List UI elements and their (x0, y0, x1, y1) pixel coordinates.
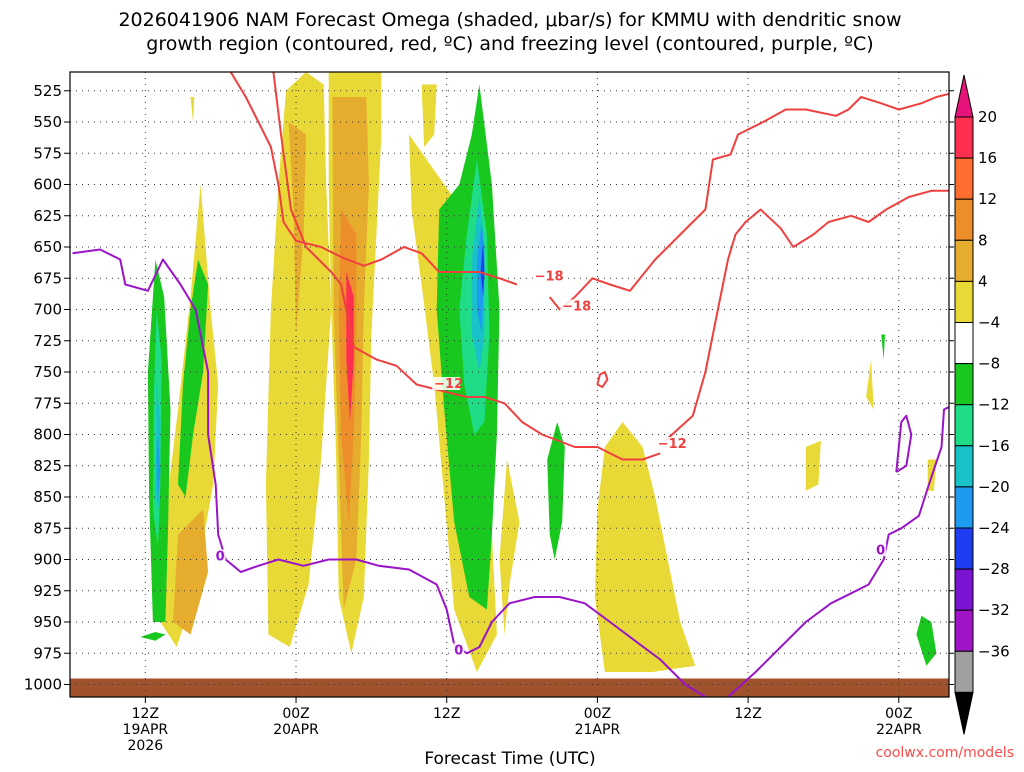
y-tick-label: 775 (33, 394, 62, 412)
y-tick-label: 700 (33, 301, 62, 319)
y-tick-label: 525 (33, 82, 62, 100)
dgz-contour-2-label: −12 (434, 377, 463, 392)
colorbar-label: 4 (978, 272, 988, 290)
colorbar-label: −16 (978, 437, 1010, 455)
colorbar-swatch (955, 569, 973, 610)
y-tick-label: 825 (33, 457, 62, 475)
omega-region-22 (916, 616, 936, 666)
colorbar-bottom-arrow (955, 692, 973, 734)
colorbar: 20 16 12 8 4 −4 −8 −12 −16 −20 −24 −28 −32 −36 (955, 75, 1010, 734)
freezing-contour-3 (896, 416, 911, 472)
y-tick-label: 650 (33, 238, 62, 256)
x-tick-label: 00Z (282, 706, 309, 722)
colorbar-label: 16 (978, 149, 997, 167)
colorbar-label: −24 (978, 519, 1010, 537)
y-tick-label: 975 (33, 644, 62, 662)
y-tick-label: 625 (33, 207, 62, 225)
colorbar-label: −36 (978, 642, 1010, 660)
omega-region-8 (866, 360, 874, 410)
x-tick-label: 00Z (584, 706, 611, 722)
colorbar-swatch (955, 323, 973, 364)
colorbar-swatch (955, 610, 973, 651)
y-tick-label: 550 (33, 113, 62, 131)
colorbar-top-arrow (955, 75, 973, 117)
colorbar-swatch (955, 364, 973, 405)
dgz-contour-0-label: −18 (535, 270, 564, 285)
freezing-contour-2-label: 0 (876, 543, 885, 558)
freezing-contour-0-label: 0 (216, 550, 225, 565)
omega-region-10 (191, 97, 195, 122)
y-tick-label: 850 (33, 488, 62, 506)
colorbar-swatch (955, 281, 973, 322)
omega-region-20 (140, 632, 165, 641)
y-tick-label: 800 (33, 426, 62, 444)
colorbar-label: 8 (978, 231, 988, 249)
y-tick-label: 725 (33, 332, 62, 350)
y-tick-label: 875 (33, 519, 62, 537)
omega-region-24 (881, 335, 885, 360)
x-tick-label: 12Z (132, 706, 159, 722)
y-tick-label: 925 (33, 582, 62, 600)
y-tick-label: 675 (33, 269, 62, 287)
y-tick-label: 750 (33, 363, 62, 381)
x-tick-label: 21APR (575, 722, 621, 738)
colorbar-label: 20 (978, 108, 997, 126)
y-tick-label: 1000 (24, 676, 62, 694)
colorbar-swatch (955, 446, 973, 487)
colorbar-label: 12 (978, 190, 997, 208)
colorbar-swatch (955, 199, 973, 240)
x-tick-label: 12Z (433, 706, 460, 722)
colorbar-swatch (955, 651, 973, 692)
x-tick-label: 12Z (734, 706, 761, 722)
x-tick-label: 22APR (876, 722, 922, 738)
colorbar-label: −12 (978, 396, 1010, 414)
dgz-contour-3-label: −12 (658, 437, 687, 452)
y-tick-label: 900 (33, 551, 62, 569)
colorbar-swatch (955, 405, 973, 446)
colorbar-label: −28 (978, 560, 1010, 578)
y-tick-label: 575 (33, 144, 62, 162)
y-tick-label: 950 (33, 613, 62, 631)
colorbar-swatch (955, 117, 973, 158)
x-tick-label: 20APR (273, 722, 319, 738)
chart-title-line1: 2026041906 NAM Forecast Omega (shaded, μ… (118, 9, 901, 31)
colorbar-label: −32 (978, 601, 1010, 619)
omega-shading (140, 72, 966, 672)
colorbar-swatch (955, 487, 973, 528)
x-axis-label: Forecast Time (UTC) (424, 749, 595, 768)
dgz-contour-1-label: −18 (562, 300, 591, 315)
x-tick-label: 19APR (123, 722, 169, 738)
x-tick-label: 2026 (128, 738, 164, 754)
colorbar-label: −4 (978, 314, 1000, 332)
freezing-contour-1-label: 0 (454, 643, 463, 658)
chart-title-line2: growth region (contoured, red, ºC) and f… (146, 33, 873, 55)
ground-surface (70, 679, 949, 698)
x-tick-label: 00Z (885, 706, 912, 722)
colorbar-swatch (955, 528, 973, 569)
y-tick-label: 600 (33, 176, 62, 194)
credit-link[interactable]: coolwx.com/models (876, 745, 1014, 761)
omega-region-5 (500, 460, 520, 635)
colorbar-swatch (955, 158, 973, 199)
colorbar-swatch (955, 240, 973, 281)
omega-region-3 (422, 85, 437, 148)
colorbar-label: −20 (978, 478, 1010, 496)
colorbar-label: −8 (978, 355, 1000, 373)
dgz-contour-small (597, 372, 607, 387)
